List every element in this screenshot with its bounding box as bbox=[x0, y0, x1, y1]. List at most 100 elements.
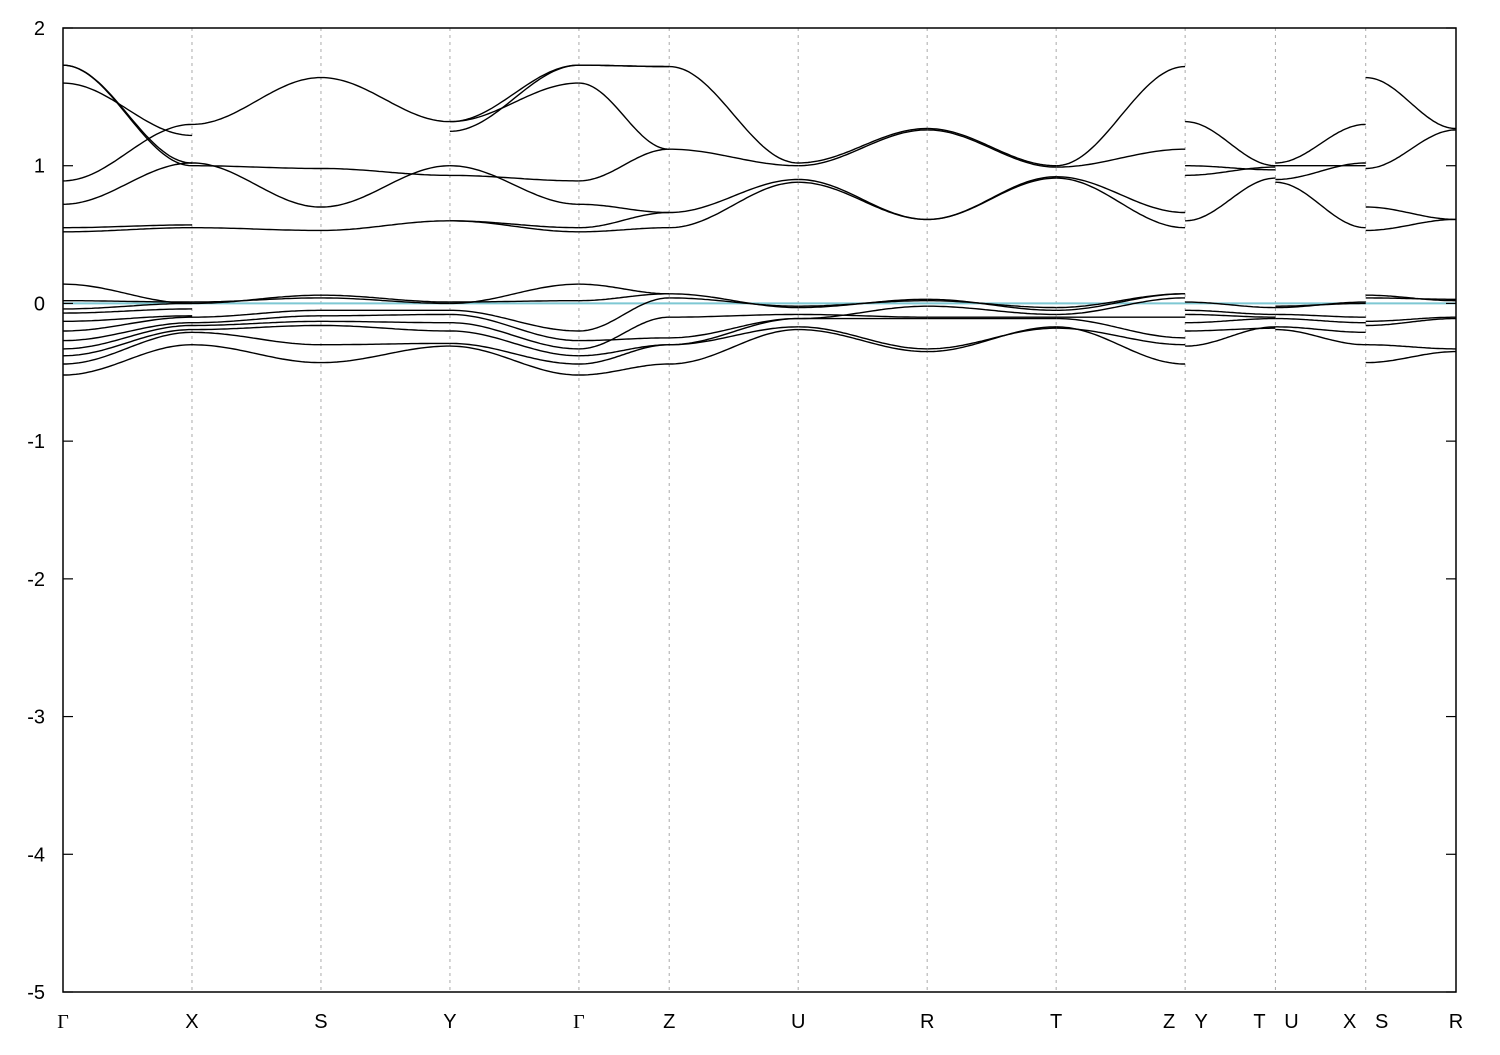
band-U-X-6 bbox=[1275, 181, 1366, 229]
band-Y-Γ-11 bbox=[449, 174, 579, 182]
x-tick-label: X bbox=[185, 1011, 198, 1033]
band-X-S-1 bbox=[191, 331, 321, 346]
band-Γ-X-12 bbox=[63, 224, 192, 229]
band-X-S-7 bbox=[191, 297, 321, 303]
band-Γ-X-7 bbox=[63, 308, 192, 314]
band-U-X-5 bbox=[1275, 301, 1366, 309]
band-S-R-2 bbox=[1365, 317, 1456, 327]
band-Y-T-7 bbox=[1185, 166, 1276, 177]
x-tick-label: X bbox=[1343, 1011, 1356, 1033]
band-Γ-X-6 bbox=[63, 315, 192, 322]
band-Γ-Z-0 bbox=[578, 363, 670, 376]
band-Γ-X-15 bbox=[62, 82, 193, 137]
band-Γ-X-17 bbox=[62, 64, 193, 164]
band-X-S-8 bbox=[192, 227, 321, 232]
band-S-R-9 bbox=[1365, 76, 1456, 130]
band-Γ-Z-4 bbox=[578, 337, 670, 342]
x-tick-label: R bbox=[1449, 1011, 1463, 1033]
band-T-Z-8 bbox=[1056, 176, 1186, 214]
band-S-R-7 bbox=[1365, 206, 1456, 221]
plot-frame bbox=[62, 27, 1457, 993]
band-U-R-0 bbox=[798, 328, 928, 353]
band-S-Y-8 bbox=[321, 220, 450, 232]
x-tick-label: R bbox=[920, 1011, 934, 1033]
band-R-T-1 bbox=[927, 327, 1057, 350]
band-T-Z-9 bbox=[1056, 148, 1186, 168]
grid-lines bbox=[191, 28, 1367, 992]
x-tick-label: Y bbox=[443, 1011, 456, 1033]
band-Y-Γ-12 bbox=[449, 82, 579, 123]
band-Y-Γ-9 bbox=[449, 220, 579, 229]
band-S-Y-10 bbox=[321, 167, 450, 177]
x-tick-label: S bbox=[314, 1011, 327, 1033]
band-Z-U-9 bbox=[669, 148, 799, 167]
band-T-Z-6 bbox=[1056, 293, 1186, 311]
band-Γ-X-10 bbox=[62, 283, 192, 305]
y-tick-label: -4 bbox=[27, 844, 45, 866]
x-tick-label: Γ bbox=[57, 1011, 69, 1033]
band-Y-T-5 bbox=[1185, 301, 1276, 309]
band-T-Z-10 bbox=[1056, 65, 1186, 167]
band-Y-Γ-1 bbox=[449, 342, 579, 365]
band-X-S-4 bbox=[192, 315, 321, 324]
band-S-Y-6 bbox=[321, 294, 450, 303]
band-Z-U-1 bbox=[669, 326, 799, 346]
band-Z-U-4 bbox=[669, 317, 799, 339]
band-U-X-9 bbox=[1275, 123, 1366, 164]
band-Γ-X-5 bbox=[63, 316, 192, 332]
band-Z-U-8 bbox=[669, 178, 799, 214]
x-tick-label: T bbox=[1253, 1011, 1265, 1033]
band-R-T-4 bbox=[927, 305, 1057, 316]
band-U-R-8 bbox=[798, 178, 928, 221]
band-S-R-8 bbox=[1365, 129, 1457, 170]
y-tick-label: 0 bbox=[34, 293, 45, 315]
band-Γ-Z-10 bbox=[578, 203, 670, 214]
y-tick-label: -2 bbox=[27, 569, 45, 591]
band-Y-Γ-5 bbox=[449, 309, 579, 332]
band-S-Y-11 bbox=[321, 76, 450, 123]
band-S-R-6 bbox=[1365, 218, 1456, 232]
band-U-R-7 bbox=[798, 181, 928, 221]
band-U-R-6 bbox=[798, 298, 928, 309]
band-Γ-X-4 bbox=[63, 322, 192, 342]
band-Y-Γ-2 bbox=[449, 330, 579, 357]
band-S-Y-7 bbox=[321, 297, 450, 305]
band-X-S-0 bbox=[191, 344, 321, 364]
band-X-S-10 bbox=[192, 165, 321, 170]
y-tick-label: -1 bbox=[27, 431, 45, 453]
band-Y-T-1 bbox=[1185, 327, 1276, 332]
band-X-S-9 bbox=[192, 162, 321, 208]
band-Z-U-0 bbox=[669, 328, 799, 365]
x-tick-label: Y bbox=[1194, 1011, 1207, 1033]
band-Y-T-8 bbox=[1185, 165, 1276, 171]
x-tick-label: U bbox=[1284, 1011, 1298, 1033]
band-Z-U-6 bbox=[669, 293, 799, 309]
band-Y-Γ-4 bbox=[449, 313, 579, 342]
band-Γ-X-13 bbox=[62, 162, 192, 205]
band-U-R-10 bbox=[798, 127, 928, 164]
band-R-T-6 bbox=[927, 298, 1057, 311]
band-Γ-Z-6 bbox=[578, 293, 670, 302]
band-Z-U-3 bbox=[669, 313, 799, 318]
band-Γ-Z-12 bbox=[578, 82, 670, 150]
band-S-Y-4 bbox=[321, 313, 450, 317]
axis-ticks bbox=[63, 27, 1456, 993]
x-tick-label: U bbox=[791, 1011, 805, 1033]
band-Γ-Z-11 bbox=[578, 148, 670, 182]
band-X-S-3 bbox=[192, 320, 321, 327]
band-Γ-Z-2 bbox=[578, 344, 670, 357]
band-U-R-3 bbox=[798, 313, 928, 318]
band-Y-Γ-8 bbox=[449, 220, 579, 233]
band-U-R-1 bbox=[798, 326, 928, 350]
band-Z-U-10 bbox=[669, 65, 799, 164]
band-Γ-X-1 bbox=[63, 331, 193, 365]
band-R-T-9 bbox=[927, 129, 1057, 168]
x-tick-label: S bbox=[1375, 1011, 1388, 1033]
band-Y-Γ-10 bbox=[449, 165, 579, 205]
band-Γ-Z-7 bbox=[578, 283, 670, 295]
band-Γ-X-11 bbox=[63, 227, 192, 233]
y-tick-label: 2 bbox=[34, 18, 45, 40]
